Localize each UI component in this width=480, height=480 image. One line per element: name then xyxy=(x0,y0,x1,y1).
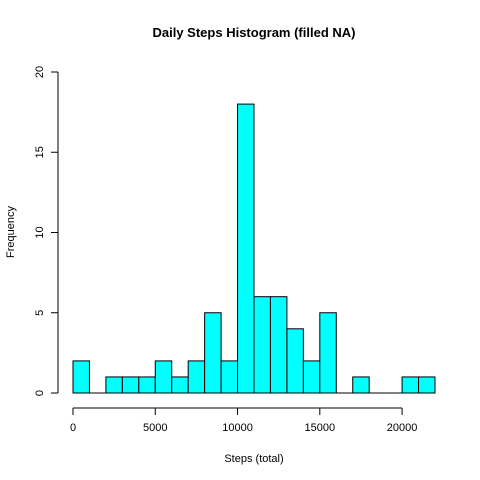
chart-title: Daily Steps Histogram (filled NA) xyxy=(153,25,356,40)
histogram-bar xyxy=(401,376,420,394)
y-tick-label: 0 xyxy=(34,390,46,396)
histogram-bar xyxy=(302,360,321,394)
histogram-bar xyxy=(269,296,288,394)
y-tick-label: 20 xyxy=(34,66,46,78)
histogram-bar xyxy=(418,376,436,394)
x-axis-label: Steps (total) xyxy=(224,453,283,465)
histogram-bar xyxy=(319,312,337,394)
y-tick-label: 15 xyxy=(34,146,46,158)
x-tick-label: 15000 xyxy=(305,422,336,434)
histogram-bar xyxy=(138,376,156,394)
x-tick-label: 5000 xyxy=(143,422,167,434)
histogram-bar xyxy=(237,103,255,394)
histogram-bar xyxy=(154,360,173,394)
x-axis: 0 5000 10000 15000 20000 xyxy=(70,407,418,434)
histogram-bar xyxy=(286,328,304,394)
histogram-bar xyxy=(72,360,90,394)
histogram-bar xyxy=(121,376,140,394)
histogram-bar xyxy=(105,376,123,394)
y-tick-label: 10 xyxy=(34,226,46,238)
y-axis-label: Frequency xyxy=(5,206,17,258)
y-axis: 0 5 10 15 20 xyxy=(34,66,59,396)
histogram-bar xyxy=(220,360,239,394)
x-tick-label: 10000 xyxy=(222,422,253,434)
bars-group xyxy=(72,103,436,394)
histogram-bar xyxy=(253,296,271,394)
histogram-bar xyxy=(187,360,206,394)
histogram-bar xyxy=(204,312,222,394)
y-tick-label: 5 xyxy=(34,310,46,316)
x-tick-label: 0 xyxy=(70,422,76,434)
histogram-bar xyxy=(171,376,189,394)
histogram-bar xyxy=(352,376,370,394)
x-tick-label: 20000 xyxy=(387,422,418,434)
